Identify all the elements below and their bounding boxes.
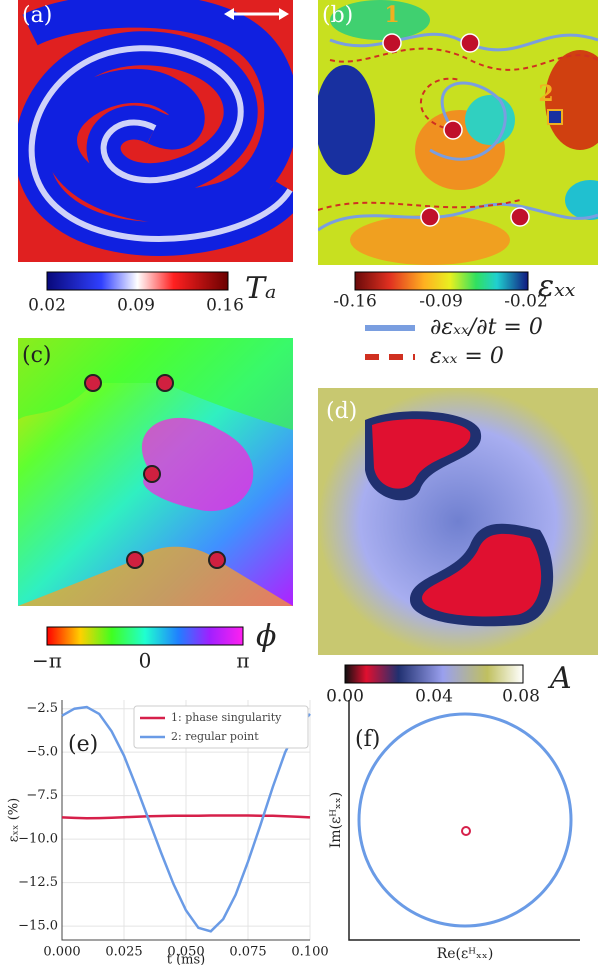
colorbar-label: ϕ (256, 619, 276, 654)
y-tick-label: −12.5 (18, 875, 58, 890)
y-tick-label: −2.5 (26, 701, 58, 716)
regular-point (547, 109, 563, 125)
colorbar-label: Tₐ (245, 271, 276, 306)
panel-label: (c) (22, 343, 52, 368)
x-tick-label: 0.100 (291, 945, 328, 960)
panel-label: (b) (322, 3, 353, 28)
y-axis-label: εₓₓ (%) (7, 798, 22, 842)
panel-c-image (18, 338, 293, 606)
trajectory-singularity (461, 826, 471, 836)
series-line (61, 814, 311, 820)
panel-label: (a) (22, 3, 52, 28)
y-tick-label: −5.0 (26, 745, 58, 760)
panel-label: (d) (326, 399, 357, 424)
y-axis-label: Im(εᴴₓₓ) (328, 792, 344, 849)
colorbar-tick: 0 (139, 649, 152, 673)
colorbar-label: εₓₓ (538, 269, 576, 304)
colorbar (344, 664, 524, 684)
colorbar-tick: 0.04 (415, 687, 453, 707)
colorbar-tick: 0.08 (502, 687, 540, 707)
x-axis-label: Re(εᴴₓₓ) (437, 946, 494, 962)
legend-box (133, 705, 309, 749)
panel-d-image (318, 388, 598, 655)
colorbar (46, 271, 229, 291)
singularity-stars (382, 33, 530, 227)
colorbar-tick: 0.02 (28, 296, 66, 316)
colorbar (354, 271, 529, 291)
singularity-dots (84, 374, 226, 569)
colorbar-tick: π (236, 649, 249, 673)
colorbar-tick: −π (32, 649, 62, 673)
colorbar-tick: 0.16 (206, 296, 244, 316)
colorbar (46, 626, 244, 646)
colorbar-tick: -0.09 (419, 292, 463, 312)
y-tick-label: −15.0 (18, 919, 58, 934)
colorbar-tick: 0.09 (117, 296, 155, 316)
legend-text: 2: regular point (171, 730, 259, 743)
point-label: 1 (384, 2, 399, 28)
colorbar-tick: 0.00 (326, 687, 364, 707)
axes (61, 700, 310, 941)
colorbar-label: A (547, 661, 572, 696)
panel-e-chart: −2.5 −5.0 −7.5 −10.0 −12.5 −15.0 0.000 0.025 0.0… (7, 700, 329, 965)
axes (348, 700, 580, 941)
series-line (61, 705, 311, 933)
panel-label: (f) (355, 727, 380, 752)
x-axis-label: t (ms) (167, 953, 206, 965)
x-tick-label: 0.050 (167, 945, 204, 960)
x-tick-label: 0.075 (229, 945, 266, 960)
y-tick-label: −10.0 (18, 832, 58, 847)
legend-text: ∂εₓₓ/∂t = 0 (430, 315, 543, 340)
colorbar-tick: -0.16 (333, 292, 377, 312)
x-tick-label: 0.025 (105, 945, 142, 960)
panel-label: (e) (68, 732, 98, 757)
y-tick-label: −7.5 (26, 788, 58, 803)
legend-text: εₓₓ = 0 (430, 344, 504, 369)
legend: 1: phase singularity 2: regular point (133, 705, 309, 749)
point-label: 2 (538, 81, 553, 107)
legend-text: 1: phase singularity (171, 711, 282, 724)
panel-a-image (18, 0, 293, 262)
trajectory-regular (357, 712, 573, 928)
x-tick-label: 0.000 (43, 945, 80, 960)
colorbar-tick: -0.02 (504, 292, 548, 312)
